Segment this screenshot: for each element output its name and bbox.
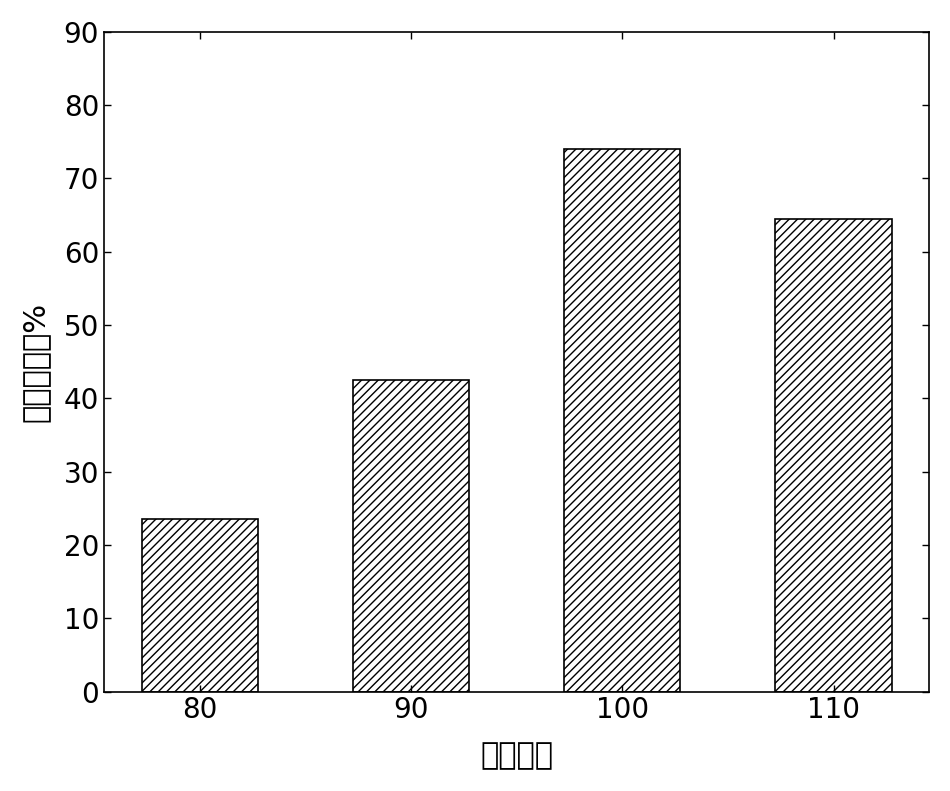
X-axis label: 再生温度: 再生温度 xyxy=(480,741,553,770)
Bar xyxy=(142,520,257,691)
Bar xyxy=(564,149,680,691)
Y-axis label: 再生效率，%: 再生效率，% xyxy=(21,301,49,422)
Bar xyxy=(352,380,469,691)
Bar xyxy=(775,219,892,691)
